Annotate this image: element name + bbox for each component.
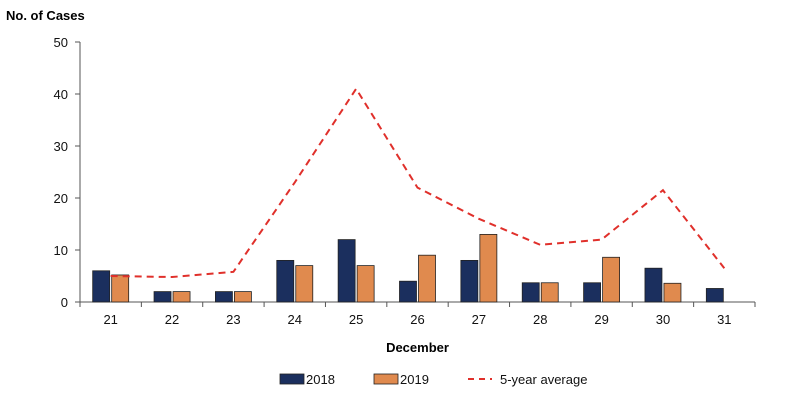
y-tick-label: 30 [54, 139, 68, 154]
x-tick-label: 28 [533, 312, 547, 327]
bar-2018 [215, 291, 233, 303]
x-axis-title: December [386, 340, 449, 355]
bar-2018 [92, 270, 111, 303]
axes: 0 10 20 30 40 50 21 22 23 24 25 26 27 28 29 30 31 [54, 35, 756, 327]
average-line [110, 86, 726, 279]
bar-2018 [583, 282, 601, 303]
x-tick-label: 25 [349, 312, 363, 327]
x-tick-label: 23 [226, 312, 240, 327]
x-tick-label: 27 [472, 312, 486, 327]
legend-swatch-2019 [373, 373, 399, 385]
legend-swatch-2018 [279, 373, 305, 385]
bar-2018 [460, 259, 479, 303]
x-tick-label: 21 [103, 312, 117, 327]
bar-2019 [540, 282, 559, 303]
bar-2018 [705, 288, 724, 303]
y-tick-label: 0 [61, 295, 68, 310]
bar-2018 [644, 267, 663, 303]
legend-label: 2018 [306, 372, 335, 387]
y-tick-label: 40 [54, 87, 68, 102]
bar-2019 [418, 254, 436, 303]
bar-2018 [337, 239, 356, 303]
legend-label: 5-year average [500, 372, 587, 387]
x-tick-label: 22 [165, 312, 179, 327]
bar-2018 [521, 282, 540, 303]
bar-2019 [479, 233, 498, 303]
x-tick-label: 31 [717, 312, 731, 327]
bar-2019 [602, 256, 620, 303]
bar-2018 [399, 280, 417, 303]
bar-2019 [295, 265, 314, 303]
y-tick-label: 20 [54, 191, 68, 206]
bar-2019 [234, 291, 252, 303]
bar-2019 [356, 265, 375, 303]
bar-2018 [276, 259, 295, 303]
legend-label: 2019 [400, 372, 429, 387]
y-tick-label: 50 [54, 35, 68, 50]
series-line-5-year-average [110, 86, 726, 279]
bar-2019 [111, 274, 130, 303]
bars [92, 233, 724, 303]
bar-2019 [663, 282, 682, 303]
bar-2018 [153, 291, 172, 303]
legend: 2018 2019 5-year average [279, 372, 587, 387]
x-tick-label: 24 [288, 312, 302, 327]
y-tick-label: 10 [54, 243, 68, 258]
bar-2019 [172, 291, 191, 303]
y-axis-title: No. of Cases [6, 8, 85, 23]
x-tick-label: 26 [410, 312, 424, 327]
x-tick-label: 30 [656, 312, 670, 327]
x-tick-label: 29 [594, 312, 608, 327]
